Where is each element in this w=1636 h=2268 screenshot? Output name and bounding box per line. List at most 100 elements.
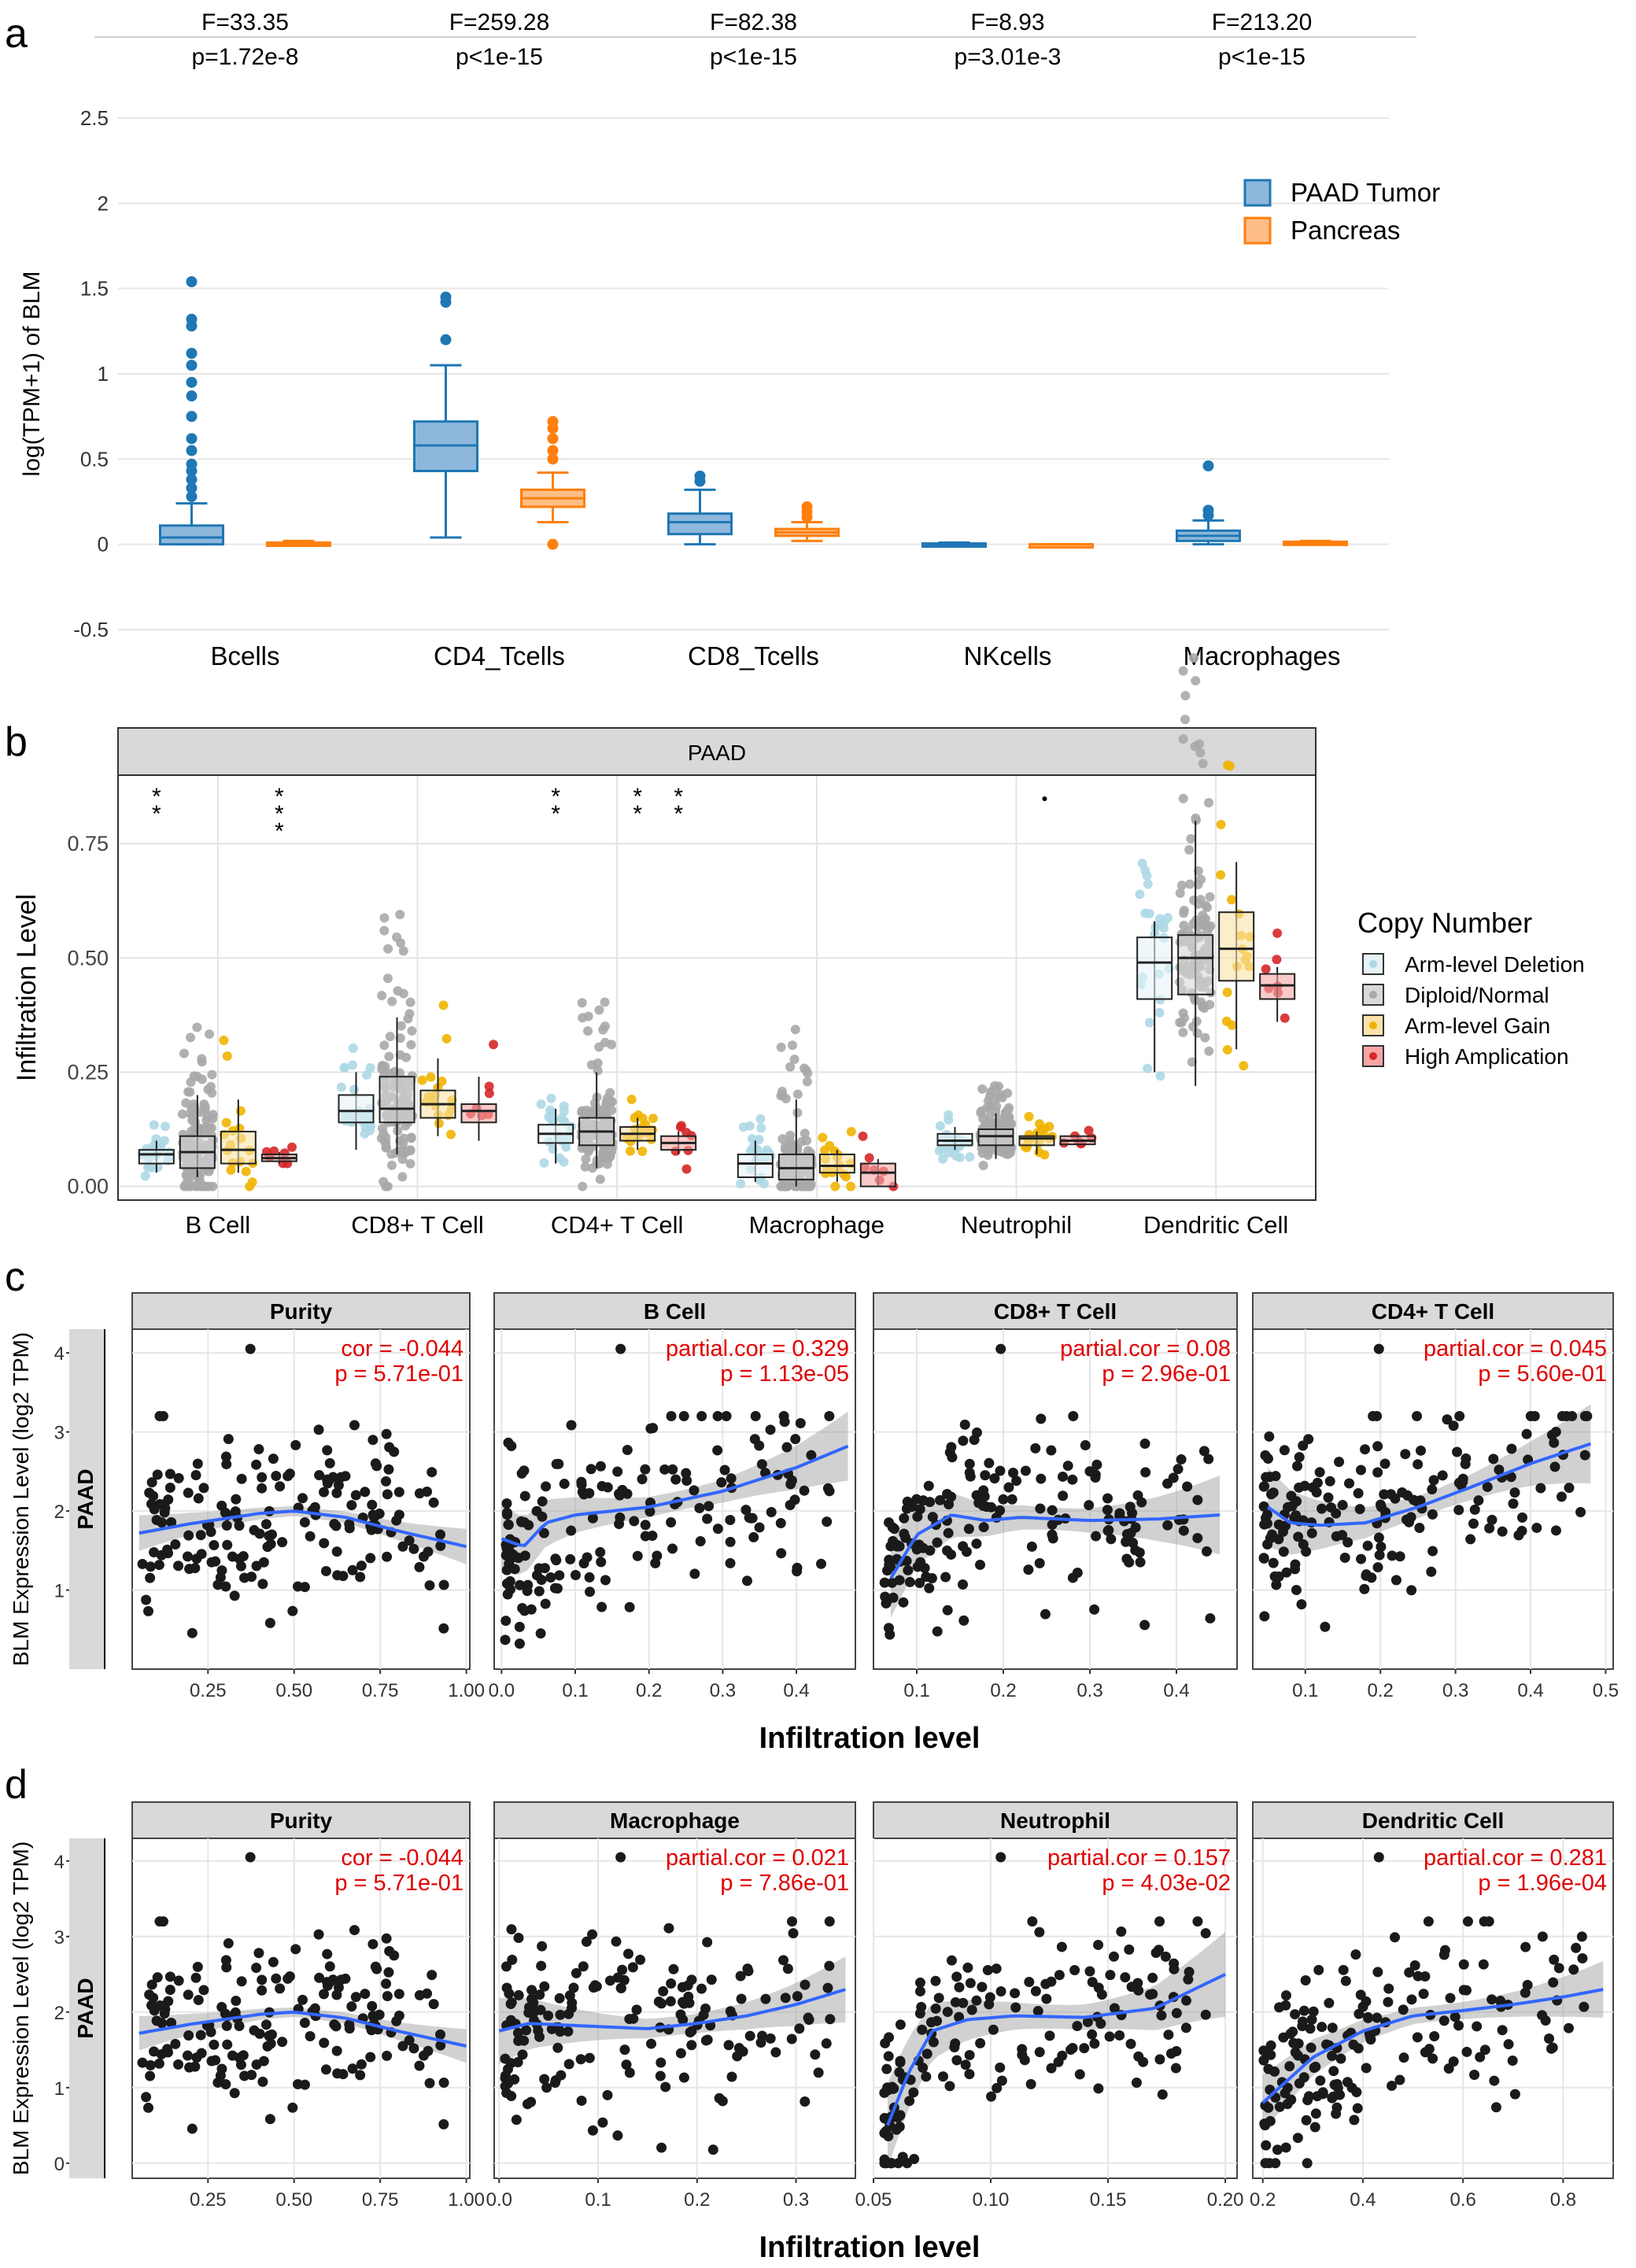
- scatter-point: [721, 1411, 732, 1422]
- scatter-point: [1278, 2032, 1289, 2043]
- scatter-point: [166, 2017, 177, 2028]
- scatter-point: [578, 1557, 589, 1568]
- scatter-point: [535, 2004, 546, 2015]
- scatter-point: [1171, 2008, 1182, 2019]
- scatter-point: [159, 1507, 170, 1518]
- scatter-point: [1156, 2010, 1167, 2021]
- scatter-point: [145, 1572, 156, 1583]
- scatter-point: [1546, 2043, 1557, 2054]
- scatter-point: [299, 2079, 310, 2090]
- scatter-point: [287, 2102, 298, 2113]
- scatter-point: [1261, 2140, 1272, 2151]
- jitter-point: [1140, 908, 1150, 918]
- scatter-point: [418, 2050, 429, 2061]
- jitter-point: [736, 1179, 746, 1189]
- jitter-point: [785, 1130, 796, 1140]
- x-tick-label: 0.2: [1250, 2189, 1276, 2211]
- scatter-point: [1568, 1964, 1579, 1975]
- scatter-point: [1292, 2133, 1303, 2144]
- scatter-point: [944, 1499, 955, 1510]
- jitter-point: [1180, 691, 1191, 701]
- scatter-point: [1372, 1441, 1383, 1452]
- y-tick-label: 0: [98, 533, 109, 556]
- scatter-point: [581, 1936, 592, 1947]
- scatter-point: [322, 1948, 333, 1960]
- jitter-point: [207, 1088, 217, 1098]
- scatter-point: [534, 1989, 545, 2000]
- scatter-point: [960, 2059, 971, 2070]
- scatter-point: [1102, 1505, 1113, 1516]
- scatter-point: [1355, 1465, 1366, 1476]
- jitter-point: [1198, 1000, 1208, 1010]
- scatter-point: [824, 1486, 835, 1497]
- scatter-point: [1259, 2118, 1270, 2129]
- scatter-point: [367, 2000, 378, 2011]
- scatter-point: [1010, 1988, 1021, 1999]
- jitter-point: [1144, 1018, 1154, 1028]
- scatter-point: [894, 1541, 905, 1552]
- f-stat: F=8.93: [970, 9, 1044, 35]
- scatter-point: [667, 1543, 678, 1554]
- scatter-point: [1406, 1585, 1417, 1596]
- scatter-point: [555, 2009, 566, 2020]
- scatter-point: [1383, 1997, 1394, 2008]
- scatter-point: [995, 2062, 1006, 2073]
- scatter-point: [324, 1977, 335, 1988]
- jitter-point: [1201, 900, 1211, 911]
- outlier-point: [186, 433, 198, 445]
- scatter-point: [913, 1539, 924, 1550]
- jitter-point: [1200, 914, 1210, 924]
- jitter-point: [802, 1077, 812, 1087]
- scatter-point: [822, 1516, 833, 1527]
- scatter-point: [1169, 1963, 1180, 1974]
- scatter-point: [367, 1509, 379, 1520]
- scatter-point: [381, 1428, 392, 1439]
- scatter-point: [554, 1570, 565, 1581]
- scatter-point: [1458, 1959, 1469, 1970]
- scatter-point: [1506, 1443, 1517, 1454]
- jitter-point: [1140, 866, 1150, 876]
- scatter-point: [1109, 1951, 1120, 1962]
- scatter-point: [299, 2018, 310, 2029]
- scatter-point: [792, 1562, 803, 1573]
- scatter-point: [209, 1539, 220, 1550]
- scatter-point: [148, 1993, 159, 2004]
- scatter-point: [507, 1954, 518, 1965]
- scatter-point: [365, 1553, 376, 1564]
- scatter-point: [1105, 1970, 1116, 1981]
- scatter-point: [1521, 1428, 1532, 1439]
- x-tick-label: Neutrophil: [961, 1211, 1072, 1239]
- scatter-point: [1124, 1944, 1135, 1955]
- jitter-point: [437, 1076, 447, 1086]
- jitter-point: [1195, 739, 1205, 749]
- x-tick-label: 0.6: [1450, 2189, 1475, 2211]
- scatter-point: [1270, 2158, 1281, 2169]
- scatter-point: [216, 1500, 227, 1511]
- jitter-point: [385, 1032, 395, 1042]
- panel-label-d: d: [5, 1762, 28, 1808]
- scatter-point: [980, 1470, 991, 1481]
- jitter-point: [1222, 988, 1232, 998]
- scatter-point: [350, 1490, 361, 1501]
- outlier-point: [186, 348, 198, 359]
- scatter-point: [1420, 2047, 1431, 2058]
- scatter-point: [1058, 1471, 1069, 1482]
- jitter-point: [1189, 653, 1199, 663]
- jitter-point: [1179, 905, 1189, 915]
- scatter-point: [519, 1550, 530, 1561]
- jitter-point: [383, 944, 393, 954]
- scatter-point: [879, 2128, 890, 2139]
- jitter-point: [1003, 1105, 1014, 1115]
- scatter-point: [1084, 1500, 1095, 1511]
- scatter-point: [1450, 2011, 1461, 2022]
- outlier-point: [694, 471, 706, 482]
- scatter-point: [161, 1544, 172, 1555]
- jitter-point: [177, 1109, 187, 1119]
- y-tick-label: 3: [54, 1423, 65, 1444]
- scatter-point: [335, 1974, 346, 1985]
- scatter-point: [1540, 2015, 1551, 2026]
- outlier-point: [186, 474, 198, 486]
- x-tick-label: CD8+ T Cell: [351, 1211, 484, 1239]
- scatter-point: [723, 2040, 734, 2051]
- scatter-point: [1457, 1476, 1468, 1487]
